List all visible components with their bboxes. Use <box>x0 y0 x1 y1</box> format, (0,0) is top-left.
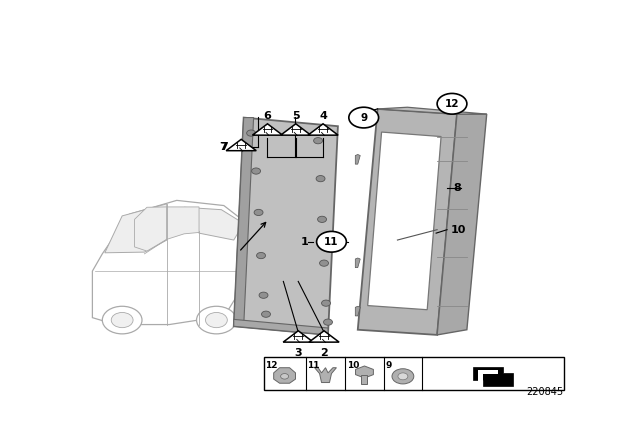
Circle shape <box>316 176 325 182</box>
Circle shape <box>280 374 289 379</box>
Circle shape <box>392 369 414 384</box>
Polygon shape <box>362 375 367 384</box>
Polygon shape <box>234 117 253 326</box>
Circle shape <box>319 260 328 266</box>
Polygon shape <box>105 204 167 253</box>
Circle shape <box>259 292 268 298</box>
Circle shape <box>246 130 255 136</box>
Circle shape <box>398 373 408 380</box>
Text: 10: 10 <box>347 361 359 370</box>
Circle shape <box>257 253 266 258</box>
Polygon shape <box>355 306 360 316</box>
Polygon shape <box>437 114 486 335</box>
Circle shape <box>111 313 133 327</box>
Text: 12: 12 <box>445 99 460 109</box>
Circle shape <box>437 94 467 114</box>
Polygon shape <box>367 132 441 310</box>
Text: 10: 10 <box>451 225 466 235</box>
Circle shape <box>321 300 330 306</box>
Polygon shape <box>184 207 244 240</box>
Text: 5: 5 <box>292 111 300 121</box>
Polygon shape <box>226 139 256 151</box>
Text: 9: 9 <box>385 361 392 370</box>
Polygon shape <box>473 366 513 386</box>
Polygon shape <box>309 331 339 342</box>
Polygon shape <box>355 155 360 164</box>
Text: 9: 9 <box>360 112 367 123</box>
Polygon shape <box>378 107 486 114</box>
Text: 11: 11 <box>324 237 339 247</box>
Circle shape <box>196 306 236 334</box>
Text: 220845: 220845 <box>527 387 564 397</box>
Text: 8: 8 <box>453 183 461 193</box>
Circle shape <box>102 306 142 334</box>
Polygon shape <box>315 368 337 383</box>
Circle shape <box>349 107 379 128</box>
Polygon shape <box>356 366 373 378</box>
Circle shape <box>205 313 227 327</box>
Circle shape <box>252 168 260 174</box>
Circle shape <box>317 232 346 252</box>
Polygon shape <box>134 207 167 251</box>
Polygon shape <box>283 331 314 342</box>
Text: 3: 3 <box>294 348 302 358</box>
Polygon shape <box>478 370 498 383</box>
Circle shape <box>262 311 271 317</box>
Text: 4: 4 <box>319 111 327 121</box>
Circle shape <box>324 319 332 325</box>
Polygon shape <box>355 258 360 267</box>
Text: 6: 6 <box>264 111 271 121</box>
Circle shape <box>254 209 263 215</box>
Text: 1: 1 <box>300 237 308 247</box>
Polygon shape <box>281 124 311 135</box>
Text: 7: 7 <box>220 142 228 152</box>
Text: 12: 12 <box>265 361 278 370</box>
Text: 7: 7 <box>219 142 227 152</box>
Polygon shape <box>92 200 249 324</box>
Bar <box>264 358 564 390</box>
Polygon shape <box>167 207 199 239</box>
Polygon shape <box>358 109 457 335</box>
Polygon shape <box>274 368 296 383</box>
Polygon shape <box>355 110 360 119</box>
Polygon shape <box>308 124 338 135</box>
Text: 11: 11 <box>307 361 319 370</box>
Circle shape <box>314 138 323 144</box>
Polygon shape <box>234 319 328 335</box>
Polygon shape <box>252 124 283 135</box>
Circle shape <box>317 216 326 223</box>
Text: 2: 2 <box>320 348 328 358</box>
Polygon shape <box>234 117 338 335</box>
